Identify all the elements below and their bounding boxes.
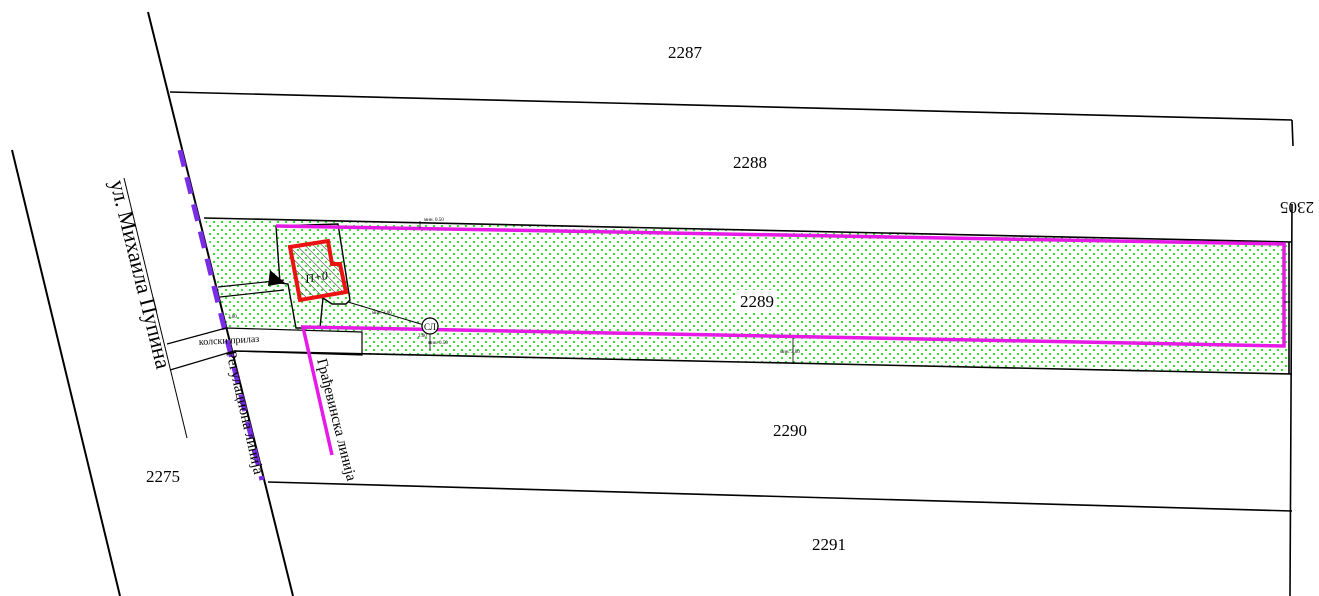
meter-symbol: СЛ xyxy=(347,301,439,335)
parcel-boundaries xyxy=(169,91,1294,596)
dim-label: мин. 0.50 xyxy=(424,218,444,223)
access-path xyxy=(217,270,285,298)
parcel-number: 2288 xyxy=(733,153,767,172)
building-line-label: Грађевинска линија xyxy=(313,357,359,483)
street-name: ул. Михаила Пупина xyxy=(105,177,176,371)
driveway-label: колски прилаз xyxy=(199,334,260,348)
parcel-number-partial: 2305 xyxy=(1280,198,1314,217)
building: П+0 xyxy=(287,238,349,303)
street-edges xyxy=(11,11,294,596)
dim-label: мин. 3.00 xyxy=(372,311,392,316)
meter-label: СЛ xyxy=(424,322,436,332)
building-line xyxy=(275,224,1286,456)
dimension-marks xyxy=(419,221,1290,364)
parcel-number-bg xyxy=(737,290,777,312)
regulation-line-label: Регулациона линија xyxy=(222,349,266,476)
parcel-number: 2290 xyxy=(773,421,807,440)
parcel-number: 2287 xyxy=(668,43,703,62)
driveway xyxy=(166,327,363,371)
regulation-line xyxy=(177,149,265,481)
dim-label: 2.00 xyxy=(418,334,427,339)
dim-label: 3.00 xyxy=(228,315,237,320)
parcel-number: 2275 xyxy=(146,467,180,486)
parcel-number: 2289 xyxy=(740,292,774,311)
dim-label: мин. 0.50 xyxy=(428,341,448,346)
building-label: П+0 xyxy=(303,268,329,286)
parcel-number: 2291 xyxy=(812,535,846,554)
dim-label: мин. 3.00 xyxy=(780,350,800,355)
